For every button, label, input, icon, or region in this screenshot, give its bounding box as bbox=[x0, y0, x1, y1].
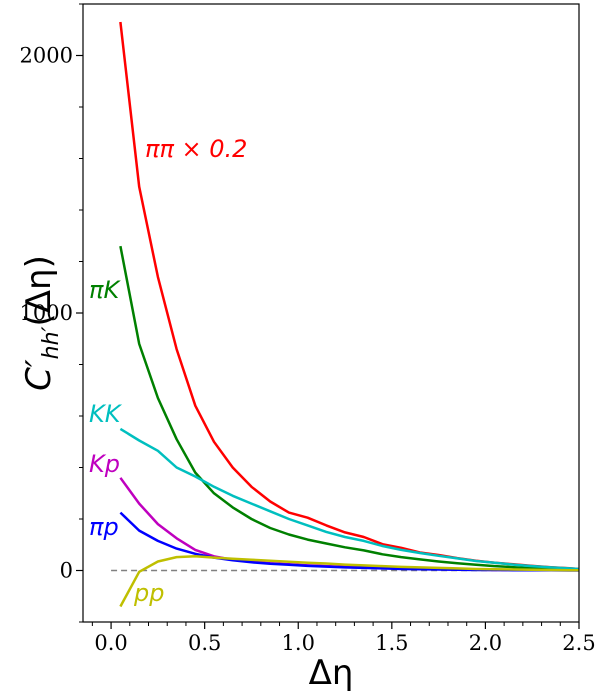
series-label-0: ππ × 0.2 bbox=[145, 135, 247, 163]
series-labels-layer: ππ × 0.2 πK KK Kp πp pp bbox=[89, 135, 247, 607]
series-label-4: πp bbox=[89, 513, 119, 541]
x-tick-label: 0.5 bbox=[188, 631, 221, 655]
y-axis-title: C′hh′(Δη) bbox=[19, 255, 64, 391]
x-axis-title: Δη bbox=[309, 653, 354, 692]
x-tick-label: 1.5 bbox=[375, 631, 408, 655]
x-tick-label: 2.0 bbox=[469, 631, 502, 655]
y-tick-label: 1000 bbox=[20, 301, 73, 325]
series-line-1 bbox=[119, 245, 580, 571]
x-tick-label: 1.0 bbox=[282, 631, 315, 655]
x-tick-label: 0.0 bbox=[94, 631, 127, 655]
ticks-layer: 0.0 0.5 1.0 1.5 2.0 2.5 0 1000 2000 bbox=[20, 3, 596, 655]
series-line-5 bbox=[119, 555, 579, 608]
y-tick-label: 0 bbox=[60, 559, 73, 583]
series-label-2: KK bbox=[89, 400, 123, 428]
series-label-3: Kp bbox=[89, 450, 120, 478]
x-tick-label: 2.5 bbox=[562, 631, 595, 655]
series-label-1: πK bbox=[89, 276, 121, 304]
y-tick-label: 2000 bbox=[20, 44, 73, 68]
series-lines-layer bbox=[111, 21, 580, 608]
series-line-0 bbox=[119, 21, 580, 571]
series-line-2 bbox=[119, 427, 580, 571]
series-label-5: pp bbox=[133, 579, 164, 607]
series-line-4 bbox=[119, 511, 579, 572]
plot-frame bbox=[82, 3, 580, 623]
